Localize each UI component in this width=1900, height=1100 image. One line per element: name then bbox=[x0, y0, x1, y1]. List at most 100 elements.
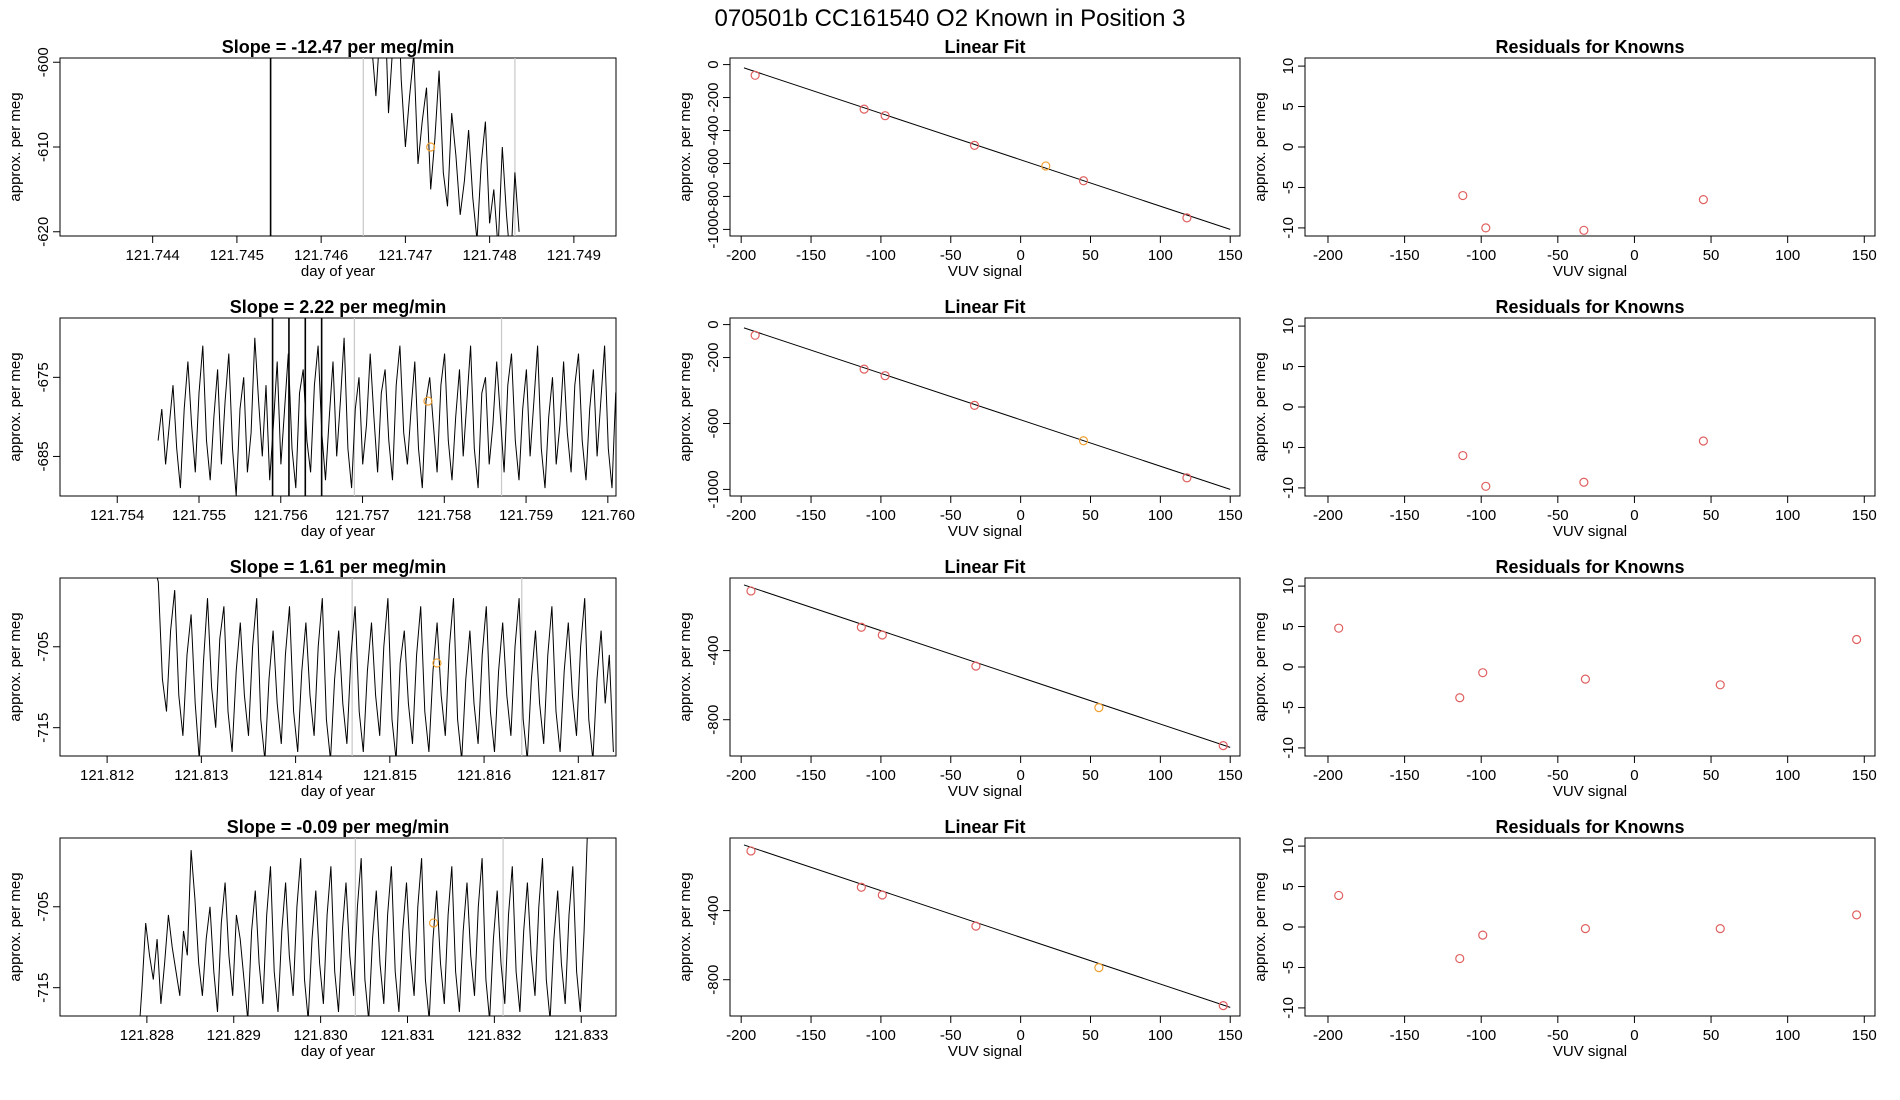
row1-linfit-xtick-label: -200 bbox=[726, 247, 756, 264]
row1-residuals-point bbox=[1698, 194, 1708, 205]
row1-linfit-fit-line bbox=[743, 67, 1231, 230]
row2-linfit-ylabel: approx. per meg bbox=[677, 352, 694, 461]
row1-linfit-panel: Linear Fit-200 -150 -100 -50 0 50 100 1500-200-… bbox=[677, 37, 1243, 280]
row1-linfit-plot-area bbox=[743, 67, 1231, 230]
row4-residuals-panel: Residuals for Knowns-200 -150 -100 -50 0 50 10… bbox=[1252, 817, 1877, 1060]
row2-linfit-plot-area bbox=[743, 327, 1231, 490]
row4-residuals-point bbox=[1852, 910, 1862, 920]
row1-timeseries-xtick-label: 121.749 bbox=[547, 247, 601, 264]
row4-linfit-point bbox=[971, 921, 981, 931]
row4-residuals-xtick-label: 100 bbox=[1775, 1027, 1800, 1044]
row2-linfit-xtick-label: -150 bbox=[796, 507, 826, 524]
row3-timeseries-xtick-label: 121.812 bbox=[80, 767, 134, 784]
row2-residuals-ytick-label: -5 bbox=[1280, 441, 1297, 454]
row4-linfit-xtick-label: -50 bbox=[940, 1027, 962, 1044]
row4-linfit-point bbox=[746, 846, 756, 856]
row2-linfit-xtick-label: 0 bbox=[1016, 507, 1024, 524]
row4-linfit-xtick-label: 150 bbox=[1218, 1027, 1243, 1044]
row4-timeseries-ylabel: approx. per meg bbox=[7, 872, 24, 981]
row1-timeseries-mean-point bbox=[426, 142, 436, 152]
row2-residuals-ytick-label: 0 bbox=[1280, 403, 1297, 411]
row3-linfit-xtick-label: 50 bbox=[1082, 767, 1099, 784]
row2-residuals-panel: Residuals for Knowns-200 -150 -100 -50 0 50 10… bbox=[1252, 297, 1877, 540]
row1-residuals-xtick-label: -50 bbox=[1547, 247, 1569, 264]
row2-linfit-title: Linear Fit bbox=[944, 297, 1025, 317]
row4-timeseries-xlabel: day of year bbox=[301, 1043, 375, 1060]
row2-timeseries-xtick-label: 121.755 bbox=[172, 507, 226, 524]
row4-residuals-ytick-label: 5 bbox=[1280, 882, 1297, 890]
row4-linfit-xtick-label: -200 bbox=[726, 1027, 756, 1044]
row4-residuals-xtick-label: 150 bbox=[1852, 1027, 1877, 1044]
row3-residuals-ytick-label: 0 bbox=[1280, 663, 1297, 671]
row1-linfit-plot-frame bbox=[729, 57, 1241, 237]
row4-residuals-ylabel: approx. per meg bbox=[1252, 872, 1269, 981]
row3-residuals-xtick-label: 0 bbox=[1630, 767, 1638, 784]
row1-residuals-xlabel: VUV signal bbox=[1553, 263, 1627, 280]
row2-linfit-ytick-label: -1000 bbox=[705, 470, 722, 508]
row4-linfit-plot-area bbox=[743, 844, 1231, 1011]
row2-residuals-xtick-label: 0 bbox=[1630, 507, 1638, 524]
row2-linfit-xtick-label: -200 bbox=[726, 507, 756, 524]
row2-timeseries-plot-area bbox=[157, 318, 616, 496]
row2-timeseries-ytick-label: -675 bbox=[35, 362, 52, 392]
row1-residuals-xtick-label: -150 bbox=[1390, 247, 1420, 264]
row4-residuals-xtick-label: 0 bbox=[1630, 1027, 1638, 1044]
row4-linfit-point bbox=[1218, 1001, 1228, 1011]
row2-residuals-point bbox=[1481, 481, 1491, 491]
row2-residuals-ytick-label: 5 bbox=[1280, 362, 1297, 370]
row2-residuals-point bbox=[1458, 450, 1468, 461]
row2-residuals-point bbox=[1698, 436, 1708, 446]
row2-timeseries-ylabel: approx. per meg bbox=[7, 352, 24, 461]
row3-timeseries-xtick-label: 121.815 bbox=[363, 767, 417, 784]
row3-timeseries-xtick-label: 121.813 bbox=[174, 767, 228, 784]
row3-linfit-point bbox=[971, 661, 981, 671]
row2-timeseries-xtick-label: 121.760 bbox=[581, 507, 635, 524]
row3-linfit-xtick-label: -50 bbox=[940, 767, 962, 784]
row3-residuals-ytick-label: -5 bbox=[1280, 701, 1297, 714]
row4-linfit-point bbox=[1094, 963, 1104, 973]
row3-timeseries-ylabel: approx. per meg bbox=[7, 612, 24, 721]
row2-timeseries-ytick-label: -685 bbox=[35, 441, 52, 471]
row2-timeseries-panel: Slope = 2.22 per meg/min 121.754 121.755 12… bbox=[7, 297, 635, 540]
row4-linfit-xtick-label: 0 bbox=[1016, 1027, 1024, 1044]
row2-linfit-point bbox=[750, 330, 760, 340]
row1-linfit-xtick-label: 0 bbox=[1016, 247, 1024, 264]
row4-residuals-plot-area bbox=[1334, 890, 1862, 964]
row3-residuals-point bbox=[1852, 634, 1862, 645]
row2-timeseries-xtick-label: 121.759 bbox=[499, 507, 553, 524]
row3-linfit-xtick-label: -100 bbox=[866, 767, 896, 784]
row3-linfit-point bbox=[746, 586, 756, 596]
row4-timeseries-mean-point bbox=[428, 918, 439, 928]
row2-linfit-xtick-label: -100 bbox=[866, 507, 896, 524]
row3-timeseries-mean-point bbox=[432, 658, 442, 668]
row4-timeseries-series-line bbox=[139, 838, 588, 1016]
row1-timeseries-plot-area bbox=[269, 58, 520, 236]
row2-timeseries-xtick-label: 121.757 bbox=[335, 507, 389, 524]
row3-residuals-xtick-label: 50 bbox=[1703, 767, 1720, 784]
row4-linfit-ytick-label: -400 bbox=[705, 896, 722, 926]
row3-linfit-point bbox=[856, 622, 866, 632]
row2-residuals-xtick-label: -100 bbox=[1466, 507, 1496, 524]
row1-timeseries-ylabel: approx. per meg bbox=[7, 92, 24, 201]
row4-timeseries-xtick-label: 121.833 bbox=[554, 1027, 608, 1044]
row3-residuals-point bbox=[1478, 668, 1488, 678]
row4-timeseries-plot-area bbox=[139, 838, 588, 1016]
row3-linfit-point bbox=[1218, 741, 1228, 751]
row4-linfit-point bbox=[877, 890, 887, 900]
row3-residuals-plot-frame bbox=[1304, 577, 1876, 757]
row1-linfit-xtick-label: 50 bbox=[1082, 247, 1099, 264]
row1-timeseries-ytick-label: -620 bbox=[35, 217, 52, 247]
row1-residuals-ytick-label: 10 bbox=[1280, 58, 1297, 75]
row2-residuals-xtick-label: 100 bbox=[1775, 507, 1800, 524]
row4-residuals-xtick-label: -200 bbox=[1313, 1027, 1343, 1044]
row1-timeseries-xlabel: day of year bbox=[301, 263, 375, 280]
row4-timeseries-ytick-label: -705 bbox=[35, 892, 52, 922]
row3-linfit-title: Linear Fit bbox=[944, 557, 1025, 577]
row3-residuals-ytick-label: 5 bbox=[1280, 622, 1297, 630]
row1-timeseries-panel: Slope = -12.47 per meg/min 121.744 121.745… bbox=[7, 37, 617, 280]
row3-residuals-xtick-label: -150 bbox=[1390, 767, 1420, 784]
row3-residuals-xtick-label: 100 bbox=[1775, 767, 1800, 784]
row1-timeseries-xtick-label: 121.747 bbox=[378, 247, 432, 264]
row3-linfit-point bbox=[877, 630, 887, 640]
row4-linfit-xtick-label: 50 bbox=[1082, 1027, 1099, 1044]
